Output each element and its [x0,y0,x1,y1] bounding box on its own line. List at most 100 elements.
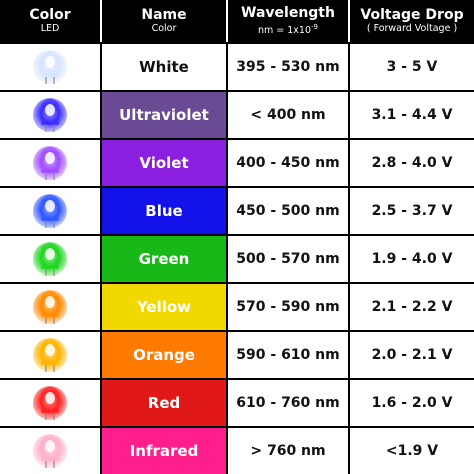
color-name: Green [102,236,226,282]
wavelength-value: 395 - 530 nm [228,44,348,90]
color-name: Violet [102,140,226,186]
orange-led-icon [30,333,70,377]
led-cell [0,188,100,234]
wavelength-value: 400 - 450 nm [228,140,348,186]
column-divider [226,188,228,234]
voltage-value: 1.9 - 4.0 V [350,236,474,282]
column-divider [100,380,102,426]
led-cell [0,284,100,330]
column-divider [348,92,350,138]
header-wavelength-unit: nm = 1x10 [257,25,312,37]
ultraviolet-led-icon [30,93,70,137]
table-row: Green 500 - 570 nm 1.9 - 4.0 V [0,234,474,282]
led-cell [0,428,100,474]
column-divider [226,332,228,378]
wavelength-value: 570 - 590 nm [228,284,348,330]
table-row: Orange 590 - 610 nm 2.0 - 2.1 V [0,330,474,378]
column-divider [100,188,102,234]
table-row: Blue 450 - 500 nm 2.5 - 3.7 V [0,186,474,234]
header-color-sub: LED [40,23,60,34]
color-name: White [102,44,226,90]
wavelength-value: 610 - 760 nm [228,380,348,426]
color-name: Yellow [102,284,226,330]
column-divider [226,284,228,330]
voltage-value: <1.9 V [350,428,474,474]
column-divider [226,380,228,426]
column-divider [348,0,350,42]
column-divider [348,44,350,90]
white-led-icon [30,45,70,89]
header-voltage: Voltage Drop ( Forward Voltage ) [350,0,474,42]
led-cell [0,332,100,378]
color-name: Infrared [102,428,226,474]
red-led-icon [30,381,70,425]
infrared-led-icon [30,429,70,473]
color-name: Ultraviolet [102,92,226,138]
table-body: White 395 - 530 nm 3 - 5 V Ultraviolet < 400… [0,42,474,474]
table-row: Yellow 570 - 590 nm 2.1 - 2.2 V [0,282,474,330]
header-wavelength-sub: nm = 1x10-9 [258,21,318,37]
color-name: Red [102,380,226,426]
column-divider [226,428,228,474]
column-divider [348,332,350,378]
column-divider [100,428,102,474]
wavelength-value: < 400 nm [228,92,348,138]
column-divider [226,236,228,282]
header-name-title: Name [141,7,187,23]
green-led-icon [30,237,70,281]
header-wavelength-exponent: -9 [311,22,318,31]
column-divider [348,188,350,234]
column-divider [100,284,102,330]
header-voltage-sub: ( Forward Voltage ) [366,23,458,34]
header-color-title: Color [29,7,71,23]
voltage-value: 3.1 - 4.4 V [350,92,474,138]
column-divider [226,0,228,42]
column-divider [226,140,228,186]
voltage-value: 1.6 - 2.0 V [350,380,474,426]
column-divider [100,140,102,186]
column-divider [100,0,102,42]
column-divider [226,44,228,90]
led-cell [0,44,100,90]
header-name: Name Color [102,0,226,42]
column-divider [348,140,350,186]
table-row: White 395 - 530 nm 3 - 5 V [0,42,474,90]
header-voltage-title: Voltage Drop [360,7,464,23]
column-divider [348,236,350,282]
table-row: Ultraviolet < 400 nm 3.1 - 4.4 V [0,90,474,138]
voltage-value: 3 - 5 V [350,44,474,90]
color-name: Orange [102,332,226,378]
color-name: Blue [102,188,226,234]
wavelength-value: > 760 nm [228,428,348,474]
led-cell [0,92,100,138]
column-divider [100,44,102,90]
wavelength-value: 450 - 500 nm [228,188,348,234]
column-divider [348,284,350,330]
table-row: Violet 400 - 450 nm 2.8 - 4.0 V [0,138,474,186]
led-cell [0,140,100,186]
voltage-value: 2.8 - 4.0 V [350,140,474,186]
header-color: Color LED [0,0,100,42]
column-divider [100,236,102,282]
table-row: Red 610 - 760 nm 1.6 - 2.0 V [0,378,474,426]
voltage-value: 2.1 - 2.2 V [350,284,474,330]
column-divider [100,332,102,378]
column-divider [348,428,350,474]
led-cell [0,236,100,282]
header-name-sub: Color [151,23,177,34]
column-divider [348,380,350,426]
column-divider [226,92,228,138]
wavelength-value: 590 - 610 nm [228,332,348,378]
blue-led-icon [30,189,70,233]
header-wavelength: Wavelength nm = 1x10-9 [228,0,348,42]
violet-led-icon [30,141,70,185]
column-divider [100,92,102,138]
voltage-value: 2.0 - 2.1 V [350,332,474,378]
table-header: Color LED Name Color Wavelength nm = 1x1… [0,0,474,42]
wavelength-value: 500 - 570 nm [228,236,348,282]
voltage-value: 2.5 - 3.7 V [350,188,474,234]
header-wavelength-title: Wavelength [241,4,335,21]
yellow-led-icon [30,285,70,329]
led-cell [0,380,100,426]
